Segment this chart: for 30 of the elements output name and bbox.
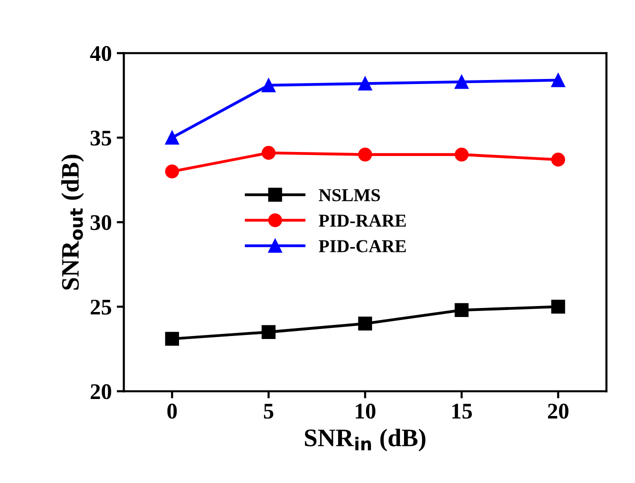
y-tick-label: 35: [90, 130, 112, 146]
x-tick-label: 10: [356, 404, 376, 419]
point: [262, 78, 276, 92]
point: [551, 152, 566, 167]
x-tick-label: 0: [167, 404, 177, 419]
y-axis-title: SNR$_{out}$ (dB): [61, 154, 84, 290]
point: [454, 303, 469, 318]
point: [165, 332, 180, 346]
x-tick-label: 5: [264, 404, 274, 419]
point: [165, 164, 180, 178]
x-axis-title: SNR$_{in}$ (dB): [304, 428, 426, 452]
point: [551, 300, 566, 314]
y-tick-label: 40: [90, 46, 112, 62]
point: [358, 316, 372, 331]
y-tick-label: 20: [90, 384, 112, 400]
point: [551, 73, 566, 88]
x-tick-label: 20: [548, 404, 568, 419]
point: [165, 130, 180, 145]
point: [262, 325, 276, 340]
legend-label: NSLMS: [318, 189, 380, 202]
point: [262, 146, 276, 160]
y-tick-label: 25: [90, 300, 112, 315]
point: [454, 74, 469, 89]
point: [454, 148, 469, 162]
point: [358, 76, 372, 91]
x-tick-label: 15: [452, 404, 472, 419]
y-tick-label: 30: [90, 215, 112, 230]
point: [358, 148, 372, 162]
legend-label: PID-RARE: [318, 214, 406, 227]
legend-label: PID-CARE: [318, 240, 406, 252]
